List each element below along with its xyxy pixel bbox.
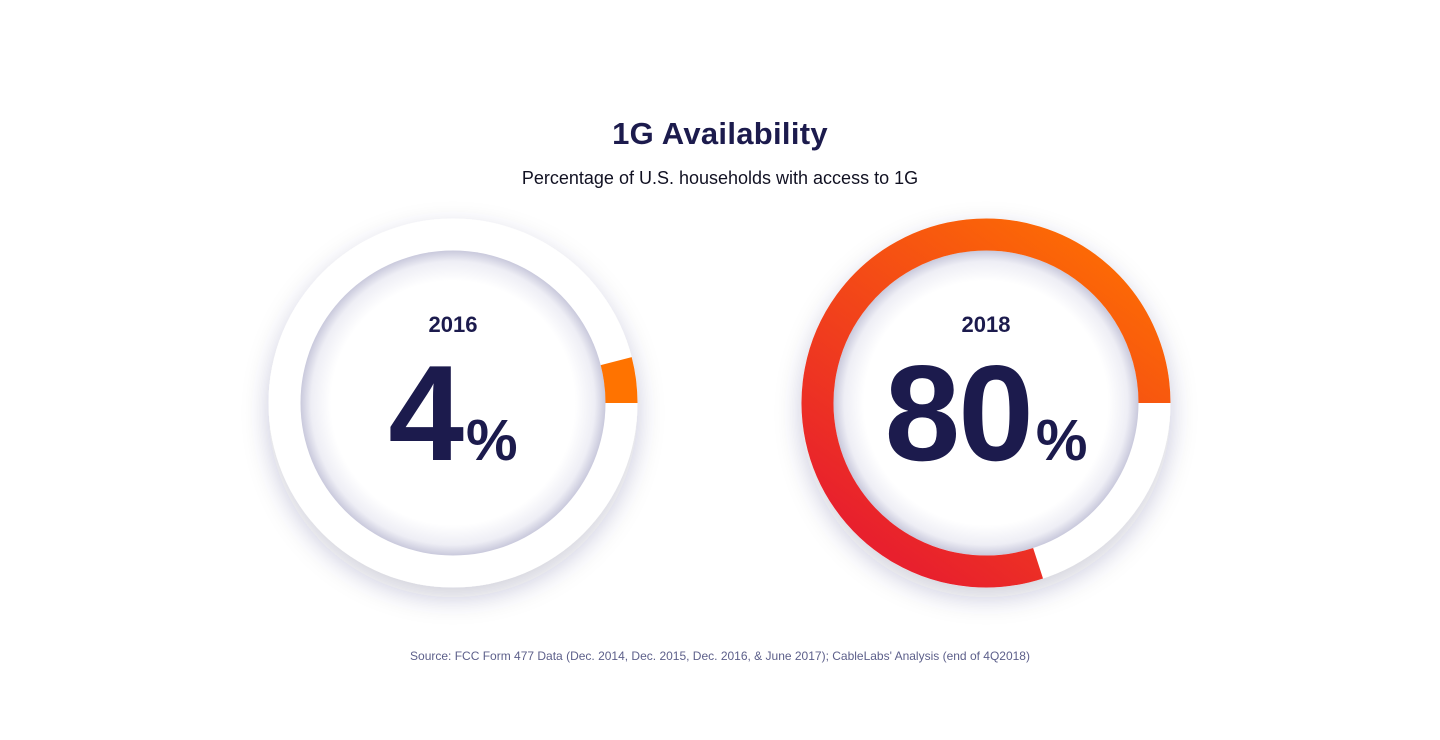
gauge-percent-sign-2018: % <box>1035 408 1088 473</box>
gauge-year-2018: 2018 <box>961 312 1011 337</box>
gauge-percent-sign-2016: % <box>466 408 518 473</box>
gauge-value-2018: 80% <box>796 343 1176 483</box>
gauge-number-2018: 80 <box>884 337 1034 489</box>
gauge-year-2016: 2016 <box>428 312 478 337</box>
gauge-face <box>300 250 606 556</box>
chart-title: 1G Availability <box>612 116 828 151</box>
gauge-value-2016: 4% <box>263 343 643 483</box>
source-note: Source: FCC Form 477 Data (Dec. 2014, De… <box>410 649 1030 663</box>
gauge-2018: 2018 80% <box>796 213 1176 593</box>
gauge-value-arc <box>801 218 1171 588</box>
gauge-ring-2018 <box>801 218 1171 588</box>
gauge-ring-2016 <box>268 218 638 588</box>
gauge-number-2016: 4 <box>388 337 464 489</box>
gauge-2016: 2016 4% <box>263 213 643 593</box>
gauge-value-arc <box>600 357 638 404</box>
chart-subtitle: Percentage of U.S. households with acces… <box>521 168 919 188</box>
gauge-face <box>833 250 1139 556</box>
